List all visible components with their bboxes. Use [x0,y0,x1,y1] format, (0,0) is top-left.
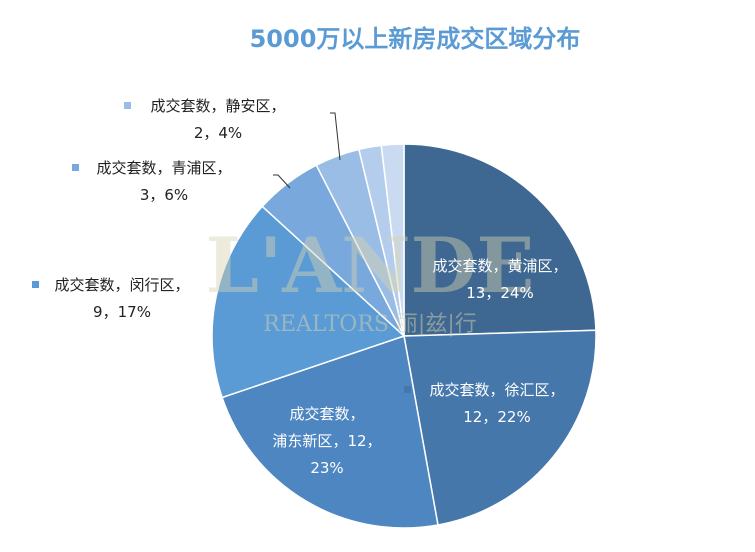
label-part: 浦东新区 [272,432,332,450]
label-part: ， [550,381,565,399]
label-part: ， [217,159,232,177]
label-part: ， [482,408,497,426]
data-label: 成交套数，徐汇区， [429,381,564,399]
label-part: ， [332,432,347,450]
data-label: 12，22% [463,408,530,426]
legend-marker [407,262,414,269]
label-part: ， [367,432,382,450]
label-part: 22% [497,408,530,426]
label-part: ， [175,276,190,294]
label-part: 9 [93,303,103,321]
legend-marker [72,164,79,171]
label-part: 6% [164,186,188,204]
label-part: 成交套数 [54,276,114,294]
data-label: 13，24% [466,284,533,302]
data-label: 23% [310,459,343,477]
leader-line [273,174,291,189]
label-part: ， [271,97,286,115]
label-part: ， [210,97,225,115]
pie-slice [380,143,405,337]
label-part: 13 [466,284,485,302]
label-part: ， [114,276,129,294]
label-part: 4% [218,124,242,142]
data-label: 浦东新区，12， [272,432,381,450]
label-part: 成交套数 [150,97,210,115]
label-part: ， [103,303,118,321]
data-label: 2，4% [194,124,242,142]
legend-marker [404,386,411,393]
label-part: 12 [463,408,482,426]
data-label: 3，6% [140,186,188,204]
label-part: 成交套数 [432,257,492,275]
watermark: L'ANDE [206,221,535,310]
watermark-sub: REALTORS 丽|兹|行 [263,312,477,337]
data-label: 成交套数，静安区， [150,97,285,115]
label-part: ， [553,257,568,275]
label-part: 3 [140,186,150,204]
chart-title: 5000万以上新房成交区域分布 [250,25,581,53]
data-label: 成交套数，闵行区， [54,276,189,294]
label-part: ， [203,124,218,142]
pie-slice [403,143,597,337]
data-label: 成交套数，黄浦区， [432,257,567,275]
leader-line [330,112,341,161]
legend-marker [32,281,39,288]
label-part: ， [350,405,365,423]
label-part: 黄浦区 [508,257,553,275]
label-part: ， [156,159,171,177]
label-part: 23% [310,459,343,477]
label-part: ， [485,284,500,302]
label-part: ， [149,186,164,204]
data-label: 成交套数，青浦区， [96,159,231,177]
label-part: 成交套数 [289,405,349,423]
label-part: ， [492,257,507,275]
label-part: 2 [194,124,204,142]
pie-slice [403,329,597,526]
legend-marker [124,102,131,109]
label-part: 成交套数 [429,381,489,399]
label-part: 徐汇区 [505,381,550,399]
pie-slice [221,335,439,529]
pie-slice [211,205,406,399]
label-part: 青浦区 [172,159,217,177]
label-part: 静安区 [226,97,271,115]
label-part: 12 [347,432,366,450]
label-part: 17% [118,303,151,321]
data-label: 成交套数， [289,405,364,423]
label-part: 24% [500,284,533,302]
label-part: ， [489,381,504,399]
data-label: 9，17% [93,303,151,321]
label-part: 闵行区 [130,276,175,294]
label-part: 成交套数 [96,159,156,177]
